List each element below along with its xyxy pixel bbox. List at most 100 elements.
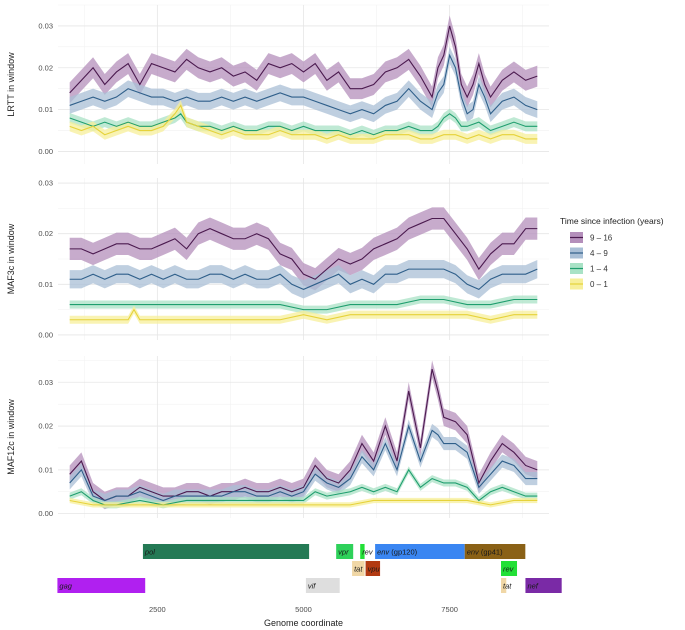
gene-bar: [142, 544, 310, 559]
legend-item: 9 – 16: [570, 232, 613, 243]
gene-name: vpu: [368, 565, 381, 574]
gene-bar: [464, 544, 526, 559]
band-14: [69, 108, 538, 140]
y-axis-title: MAF3c in window: [6, 223, 16, 294]
band-14: [69, 466, 538, 509]
gene-label: rev: [503, 565, 515, 574]
gene-name: env: [377, 548, 390, 557]
y-tick-label: 0.00: [38, 147, 53, 156]
band-916: [69, 207, 538, 291]
gene-bar: [525, 578, 562, 593]
gene-name: rev: [503, 565, 515, 574]
gene-label: nef: [527, 582, 538, 591]
gene-bar: [501, 578, 507, 593]
y-tick-label: 0.01: [38, 105, 53, 114]
gene-name: gag: [59, 582, 72, 591]
gene-name: vpr: [338, 548, 349, 557]
gene-bar: [360, 544, 365, 559]
line-01: [69, 104, 538, 140]
legend-title: Time since infection (years): [560, 216, 664, 226]
y-tick-label: 0.03: [38, 21, 53, 30]
gene-rev: rev: [360, 544, 374, 559]
y-tick-label: 0.00: [38, 330, 53, 339]
gene-label: env (gp41): [467, 548, 503, 557]
y-tick-label: 0.03: [38, 179, 53, 188]
x-axis-title: Genome coordinate: [264, 618, 343, 628]
legend-label: 4 – 9: [590, 249, 608, 258]
gene-label: rev: [362, 548, 374, 557]
gene-suffix: (gp120): [389, 548, 417, 557]
legend-label: 1 – 4: [590, 265, 608, 274]
gene-bar: [336, 544, 354, 559]
gene-bar: [57, 578, 146, 593]
gene-name: vif: [308, 582, 316, 591]
y-tick-label: 0.01: [38, 280, 53, 289]
gene-label: pol: [144, 548, 155, 557]
gene-label: tat: [503, 582, 512, 591]
line-49: [69, 53, 538, 115]
gene-env: env (gp41): [464, 544, 526, 559]
y-tick-label: 0.02: [38, 229, 53, 238]
gene-label: gag: [59, 582, 72, 591]
legend-item: 4 – 9: [570, 247, 608, 259]
gene-vpu: vpu: [365, 561, 381, 576]
y-tick-label: 0.02: [38, 422, 53, 431]
gene-name: tat: [503, 582, 512, 591]
gene-tat: tat: [352, 561, 365, 576]
x-tick-label: 2500: [149, 605, 166, 614]
panel-1: 0.00 0.01 0.02 0.03 LRTT in window: [6, 4, 549, 164]
gene-pol: pol: [142, 544, 310, 559]
gene-suffix: (gp41): [479, 548, 503, 557]
gene-tat: tat: [501, 578, 512, 593]
legend-label: 9 – 16: [590, 234, 613, 243]
line-14: [69, 468, 538, 506]
y-tick-label: 0.00: [38, 509, 53, 518]
genome-map: pol vpr rev env (gp120) env (gp41)tat vpu revg…: [57, 544, 562, 614]
gene-label: vif: [308, 582, 316, 591]
line-916: [69, 368, 538, 502]
legend: Time since infection (years) 9 – 16 4 – 9…: [560, 216, 664, 290]
gene-name: pol: [144, 548, 155, 557]
gene-name: tat: [354, 565, 363, 574]
series-lines: [69, 217, 538, 321]
x-tick-label: 5000: [295, 605, 312, 614]
y-axis-title: LRTT in window: [6, 52, 16, 117]
gene-nef: nef: [525, 578, 562, 593]
gene-bar: [305, 578, 340, 593]
panel-2: 0.00 0.01 0.02 0.03 MAF3c in window: [6, 178, 549, 340]
gene-bar: [365, 561, 381, 576]
line-49: [69, 424, 538, 502]
gene-vif: vif: [305, 578, 340, 593]
y-tick-label: 0.02: [38, 63, 53, 72]
gene-name: rev: [362, 548, 374, 557]
gene-bar: [352, 561, 365, 576]
gene-label: vpu: [368, 565, 381, 574]
gene-name: nef: [527, 582, 538, 591]
y-tick-label: 0.01: [38, 465, 53, 474]
y-tick-label: 0.03: [38, 378, 53, 387]
line-916: [69, 25, 538, 99]
legend-label: 0 – 1: [590, 280, 608, 289]
gene-label: vpr: [338, 548, 349, 557]
gene-bar: [501, 561, 518, 576]
legend-item: 1 – 4: [570, 263, 608, 274]
gene-label: env (gp120): [377, 548, 418, 557]
band-916: [69, 15, 538, 108]
legend-item: 0 – 1: [570, 278, 608, 290]
band-49: [69, 419, 538, 508]
series-lines: [69, 25, 538, 140]
gene-name: env: [467, 548, 480, 557]
gene-rev: rev: [501, 561, 518, 576]
gene-vpr: vpr: [336, 544, 354, 559]
gene-bar: [375, 544, 465, 559]
band-49: [69, 46, 538, 123]
y-axis-title: MAF12c in window: [6, 399, 16, 475]
gene-gag: gag: [57, 578, 146, 593]
gene-label: tat: [354, 565, 363, 574]
gene-env: env (gp120): [375, 544, 465, 559]
x-tick-label: 7500: [441, 605, 458, 614]
panel-3: 0.00 0.01 0.02 0.03 MAF12c in window: [6, 356, 549, 518]
series-lines: [69, 368, 538, 506]
